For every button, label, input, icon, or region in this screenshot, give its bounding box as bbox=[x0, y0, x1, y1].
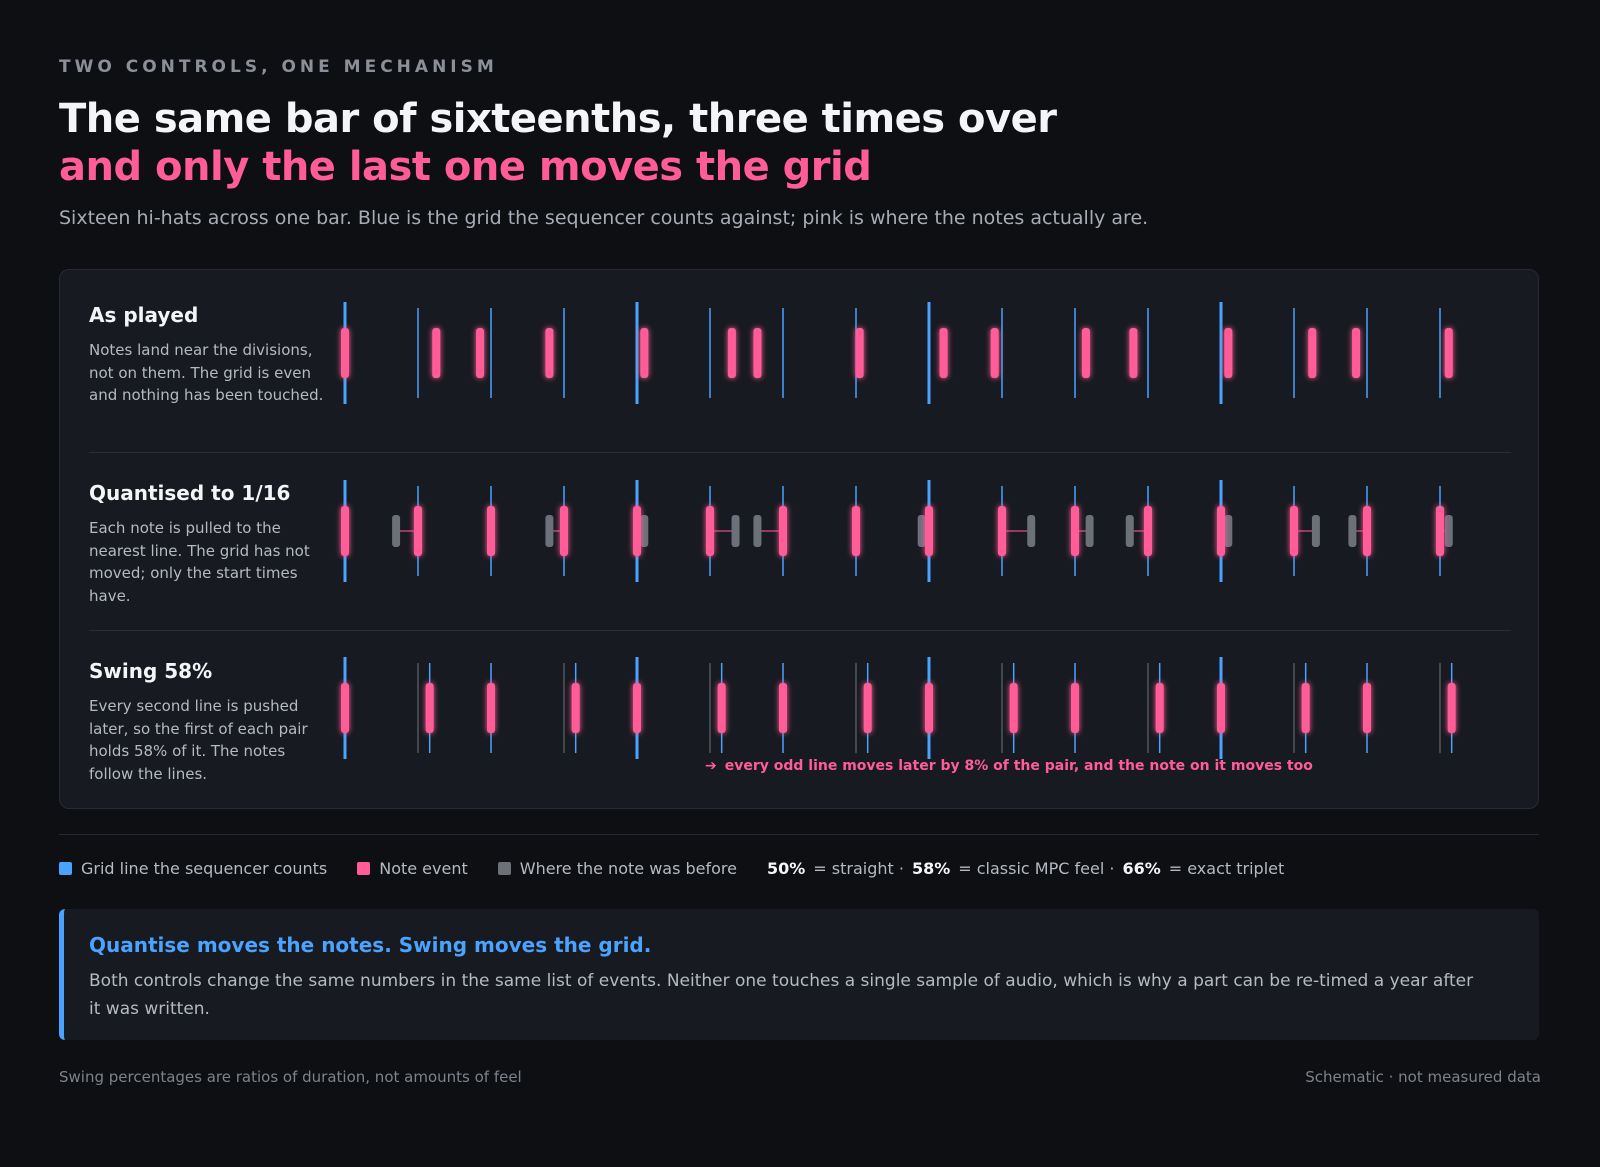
note-event bbox=[414, 506, 422, 556]
row-desc-quantised: Each note is pulled to the nearest line.… bbox=[89, 519, 310, 605]
note-event bbox=[1217, 506, 1225, 556]
page-title: The same bar of sixteenths, three times … bbox=[59, 96, 1057, 142]
previous-position bbox=[545, 515, 554, 547]
legend-item-before: Where the note was before bbox=[497, 859, 737, 878]
note-event bbox=[476, 328, 485, 378]
note-event bbox=[487, 506, 495, 556]
note-event bbox=[863, 683, 872, 733]
note-event bbox=[487, 683, 495, 733]
note-event bbox=[633, 506, 641, 556]
legend-separator bbox=[59, 834, 1539, 835]
row-title-swing: Swing 58% bbox=[89, 659, 213, 683]
note-event bbox=[1352, 328, 1361, 378]
note-event bbox=[939, 328, 948, 378]
note-event bbox=[1447, 683, 1456, 733]
note-event bbox=[1129, 328, 1138, 378]
row-divider bbox=[89, 452, 1511, 453]
arrow-right-icon: ➔ bbox=[705, 758, 717, 774]
previous-position bbox=[640, 515, 649, 547]
ratio-value: 50% bbox=[767, 858, 806, 878]
sixteenths-diagram bbox=[341, 302, 1456, 759]
source-note: Schematic · not measured data bbox=[1305, 1068, 1541, 1086]
eyebrow: TWO CONTROLS, ONE MECHANISM bbox=[59, 57, 498, 77]
row-title-quantised: Quantised to 1/16 bbox=[89, 481, 291, 505]
previous-position bbox=[1085, 515, 1094, 547]
callout-title: Quantise moves the notes. Swing moves th… bbox=[89, 933, 652, 957]
note-swatch-icon bbox=[357, 861, 371, 875]
ratio-value: 66% bbox=[1122, 858, 1161, 878]
note-event bbox=[1144, 506, 1152, 556]
note-event bbox=[1081, 328, 1090, 378]
row-desc-swing: Every second line is pushed later, so th… bbox=[89, 697, 308, 783]
note-event bbox=[852, 506, 860, 556]
note-event bbox=[998, 506, 1006, 556]
previous-position bbox=[1027, 515, 1036, 547]
legend-item-grid: Grid line the sequencer counts bbox=[59, 859, 327, 878]
note-event bbox=[727, 328, 736, 378]
note-event bbox=[1363, 683, 1371, 733]
note-event bbox=[1224, 328, 1233, 378]
note-event bbox=[990, 328, 999, 378]
note-event bbox=[560, 506, 568, 556]
note-event bbox=[341, 328, 349, 378]
swing-ratio-scale: 50% = straight · 58% = classic MPC feel … bbox=[767, 859, 1292, 878]
previous-position bbox=[731, 515, 740, 547]
legend-item-note: Note event bbox=[357, 859, 468, 878]
note-event bbox=[925, 506, 933, 556]
previous-position bbox=[1311, 515, 1320, 547]
row-desc-as-played: Notes land near the divisions, not on th… bbox=[89, 341, 324, 404]
note-event bbox=[1308, 328, 1317, 378]
footnote: Swing percentages are ratios of duration… bbox=[59, 1068, 522, 1086]
note-event bbox=[571, 683, 580, 733]
note-event bbox=[1155, 683, 1164, 733]
ratio-label: = straight · bbox=[813, 858, 904, 878]
note-event bbox=[779, 506, 787, 556]
note-event bbox=[779, 683, 787, 733]
note-event bbox=[706, 506, 714, 556]
note-event bbox=[1436, 506, 1444, 556]
grid-swatch-icon bbox=[59, 861, 72, 875]
note-event bbox=[1071, 683, 1079, 733]
page-subtitle: Sixteen hi-hats across one bar. Blue is … bbox=[59, 207, 1149, 229]
note-event bbox=[1363, 506, 1371, 556]
previous-position bbox=[1348, 515, 1357, 547]
note-event bbox=[855, 328, 864, 378]
callout-box bbox=[59, 909, 1539, 1040]
swing-annotation: ➔ every odd line moves later by 8% of the… bbox=[705, 758, 1313, 774]
previous-position bbox=[1224, 515, 1233, 547]
callout-body: Both controls change the same numbers in… bbox=[89, 971, 1474, 1019]
previous-position bbox=[753, 515, 762, 547]
note-event bbox=[717, 683, 726, 733]
page-title-highlight: and only the last one moves the grid bbox=[59, 144, 872, 190]
previous-position bbox=[1444, 515, 1453, 547]
ratio-label: = exact triplet bbox=[1168, 858, 1285, 878]
before-swatch-icon bbox=[497, 861, 511, 875]
ratio-value: 58% bbox=[911, 858, 951, 878]
note-event bbox=[1071, 506, 1079, 556]
row-title-as-played: As played bbox=[89, 303, 199, 327]
legend: Grid line the sequencer counts Note even… bbox=[59, 856, 1292, 880]
row-divider bbox=[89, 630, 1511, 631]
note-event bbox=[1009, 683, 1018, 733]
previous-position bbox=[392, 515, 401, 547]
note-event bbox=[425, 683, 434, 733]
note-event bbox=[633, 683, 641, 733]
previous-position bbox=[917, 515, 926, 547]
note-event bbox=[1301, 683, 1310, 733]
note-event bbox=[545, 328, 554, 378]
note-event bbox=[341, 683, 349, 733]
note-event bbox=[640, 328, 649, 378]
note-event bbox=[341, 506, 349, 556]
note-event bbox=[925, 683, 933, 733]
note-event bbox=[1290, 506, 1298, 556]
note-event bbox=[753, 328, 762, 378]
note-event bbox=[1217, 683, 1225, 733]
previous-position bbox=[1125, 515, 1134, 547]
note-event bbox=[432, 328, 441, 378]
ratio-label: = classic MPC feel · bbox=[958, 858, 1115, 878]
note-event bbox=[1444, 328, 1453, 378]
